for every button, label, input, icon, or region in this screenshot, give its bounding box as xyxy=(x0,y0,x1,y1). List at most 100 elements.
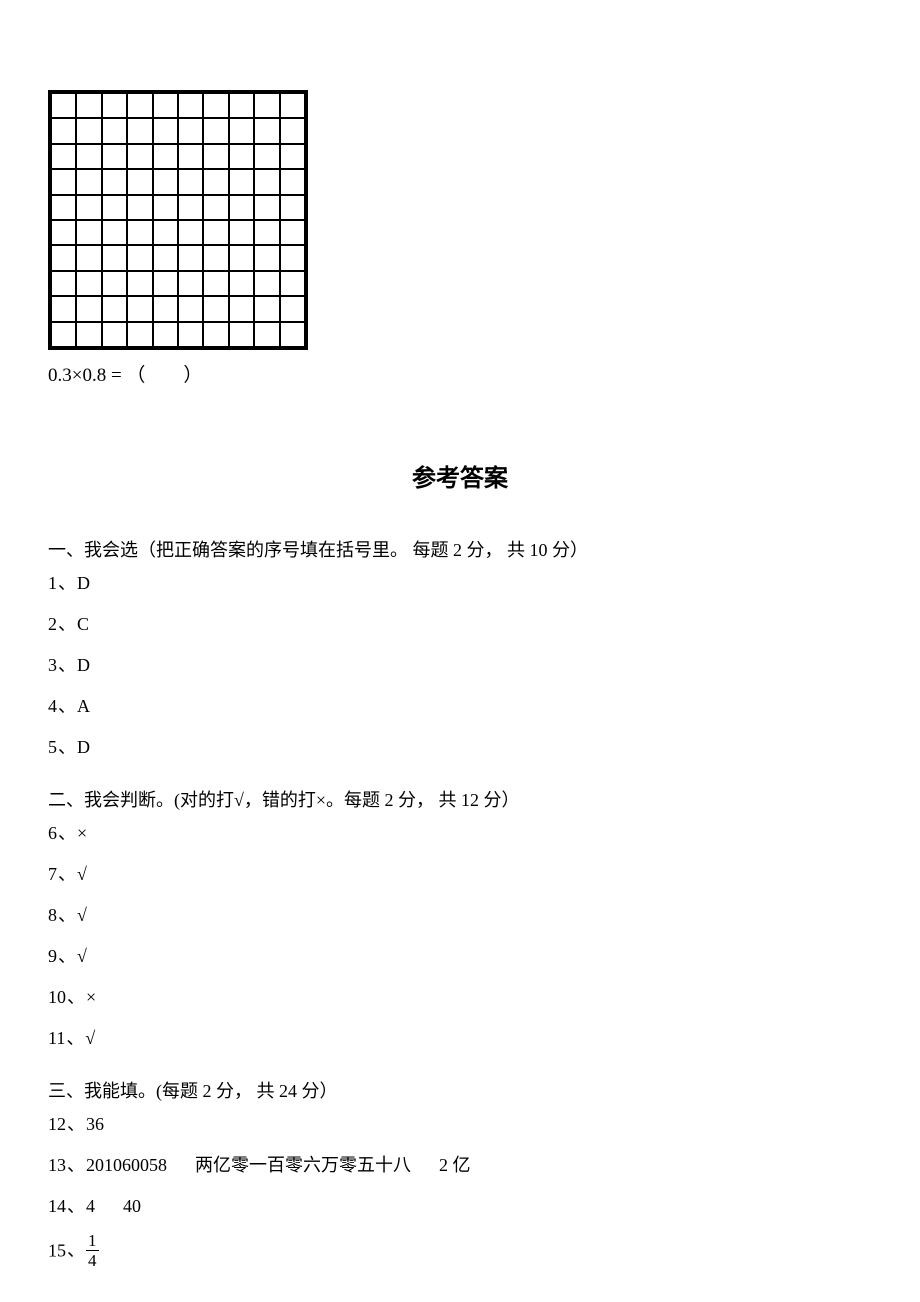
answer-number: 11 xyxy=(48,1028,65,1048)
answer-value: 36 xyxy=(86,1114,104,1134)
grid-row xyxy=(51,220,305,245)
grid-cell xyxy=(102,118,127,143)
answer-value: C xyxy=(77,614,89,634)
grid-cell xyxy=(280,118,305,143)
grid-cell xyxy=(254,271,279,296)
grid-row xyxy=(51,271,305,296)
grid-cell xyxy=(127,220,152,245)
grid-cell xyxy=(76,144,101,169)
grid-cell xyxy=(127,169,152,194)
grid-cell xyxy=(51,245,76,270)
grid-cell xyxy=(254,144,279,169)
answer-number: 8 xyxy=(48,905,57,925)
answer-line: 9、√ xyxy=(48,943,872,970)
answer-separator: 、 xyxy=(67,1196,85,1216)
grid-cell xyxy=(102,195,127,220)
grid-cell xyxy=(178,220,203,245)
grid-cell xyxy=(76,271,101,296)
grid-cell xyxy=(280,144,305,169)
fraction: 14 xyxy=(86,1232,99,1269)
grid-cell xyxy=(203,93,228,118)
answer-line: 3、D xyxy=(48,652,872,679)
answer-value: D xyxy=(77,737,90,757)
answer-line: 2、C xyxy=(48,611,872,638)
grid-cell xyxy=(280,296,305,321)
grid-cell xyxy=(102,245,127,270)
grid-cell xyxy=(127,245,152,270)
grid-cell xyxy=(203,271,228,296)
answer-line: 15、14 xyxy=(48,1234,872,1271)
grid-cell xyxy=(51,322,76,347)
grid-cell xyxy=(203,195,228,220)
grid-cell xyxy=(127,144,152,169)
fraction-denominator: 4 xyxy=(86,1251,99,1269)
answer-section: 三、我能填。(每题 2 分， 共 24 分）12、3613、201060058两… xyxy=(48,1078,872,1271)
grid-cell xyxy=(229,118,254,143)
grid-cell xyxy=(178,118,203,143)
grid-cell xyxy=(76,118,101,143)
answer-line: 6、× xyxy=(48,820,872,847)
grid-cell xyxy=(153,169,178,194)
grid-cell xyxy=(229,144,254,169)
answer-number: 5 xyxy=(48,737,57,757)
answer-separator: 、 xyxy=(67,1155,85,1175)
grid-cell xyxy=(229,322,254,347)
grid-cell xyxy=(254,169,279,194)
grid-cell xyxy=(178,322,203,347)
grid-cell xyxy=(127,271,152,296)
grid-cell xyxy=(153,245,178,270)
grid-cell xyxy=(153,144,178,169)
answer-number: 10 xyxy=(48,987,66,1007)
grid-cell xyxy=(280,220,305,245)
grid-row xyxy=(51,296,305,321)
grid-cell xyxy=(178,195,203,220)
grid-cell xyxy=(51,220,76,245)
grid-cell xyxy=(280,271,305,296)
multiplication-expression: 0.3×0.8 = （ ） xyxy=(48,362,872,391)
grid-cell xyxy=(153,93,178,118)
section-heading: 一、我会选（把正确答案的序号填在括号里。 每题 2 分， 共 10 分） xyxy=(48,537,872,564)
grid-cell xyxy=(280,169,305,194)
grid-cell xyxy=(178,271,203,296)
grid-cell xyxy=(254,220,279,245)
answer-value: 40 xyxy=(123,1196,141,1216)
grid-cell xyxy=(203,118,228,143)
answer-separator: 、 xyxy=(66,1028,84,1048)
answer-line: 11、√ xyxy=(48,1025,872,1052)
answer-line: 4、A xyxy=(48,693,872,720)
answer-number: 2 xyxy=(48,614,57,634)
answer-value: √ xyxy=(77,864,87,884)
grid-cell xyxy=(254,195,279,220)
grid-cell xyxy=(51,271,76,296)
grid-cell xyxy=(76,93,101,118)
grid-row xyxy=(51,322,305,347)
grid-cell xyxy=(102,169,127,194)
answer-value: √ xyxy=(77,905,87,925)
answer-line: 14、440 xyxy=(48,1193,872,1220)
answer-number: 6 xyxy=(48,823,57,843)
answer-separator: 、 xyxy=(58,823,76,843)
ten-by-ten-grid xyxy=(48,90,308,350)
grid-cell xyxy=(76,296,101,321)
answer-number: 14 xyxy=(48,1196,66,1216)
grid-cell xyxy=(178,296,203,321)
answer-number: 1 xyxy=(48,573,57,593)
answers-heading: 参考答案 xyxy=(48,461,872,497)
grid-cell xyxy=(203,296,228,321)
answer-number: 15 xyxy=(48,1240,66,1260)
answer-separator: 、 xyxy=(58,737,76,757)
grid-cell xyxy=(76,245,101,270)
grid-cell xyxy=(102,296,127,321)
grid-cell xyxy=(229,245,254,270)
grid-row xyxy=(51,245,305,270)
grid-row xyxy=(51,195,305,220)
answer-value: 201060058 xyxy=(86,1155,167,1175)
grid-row xyxy=(51,144,305,169)
answer-separator: 、 xyxy=(67,1240,85,1260)
section-heading: 三、我能填。(每题 2 分， 共 24 分） xyxy=(48,1078,872,1105)
grid-figure xyxy=(48,90,872,350)
grid-cell xyxy=(102,220,127,245)
grid-cell xyxy=(127,93,152,118)
answer-value: × xyxy=(77,823,87,843)
grid-row xyxy=(51,169,305,194)
